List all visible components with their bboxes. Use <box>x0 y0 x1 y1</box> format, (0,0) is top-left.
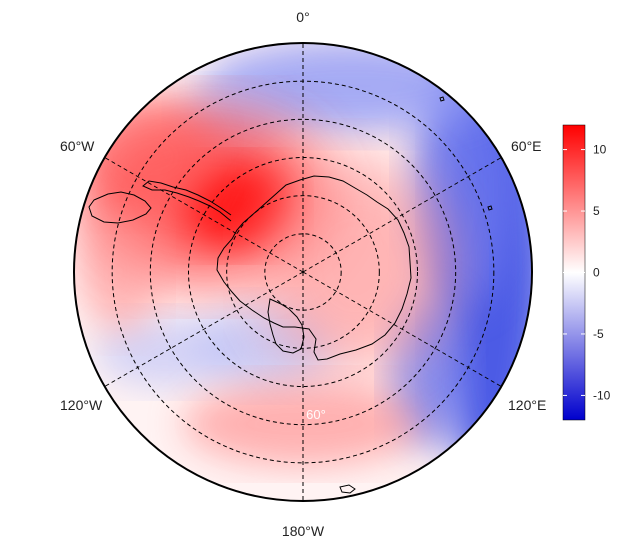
antarctica-coast <box>216 175 412 361</box>
colorbar-label-1: 5 <box>593 204 600 218</box>
map-outline <box>73 42 533 502</box>
meridian-line-4 <box>104 271 304 387</box>
west-antarctic-max <box>182 164 292 248</box>
colorbar-label-2: 0 <box>593 266 600 280</box>
meridian-line-2 <box>302 271 502 387</box>
colorbar-label-0: 10 <box>593 143 607 157</box>
graticule <box>104 43 502 501</box>
anomaly-field <box>74 43 532 501</box>
small-island-2 <box>439 96 445 102</box>
west-edge-warm <box>80 212 160 332</box>
meridian-line-1 <box>302 157 502 273</box>
warm-anomalies <box>80 102 451 466</box>
peninsula-warm <box>83 102 217 212</box>
small-island-3 <box>487 205 493 211</box>
parallel-line-3 <box>149 118 457 426</box>
amundsen-cool <box>95 317 235 387</box>
meridian-line-5 <box>104 157 304 273</box>
coastlines <box>88 96 493 494</box>
parallel-line-1 <box>226 195 380 349</box>
colorbar-label-3: -5 <box>593 327 604 341</box>
colorbar-label-4: -10 <box>593 388 611 402</box>
colorbar: 10 5 0 -5 -10 <box>562 124 611 421</box>
ross-ice-shelf <box>267 298 305 354</box>
longitude-label-upper-right: 60°E <box>511 138 542 154</box>
south-america-tip <box>88 191 152 224</box>
latitude-label: 60° <box>306 407 326 422</box>
colorbar-ticks: 10 5 0 -5 -10 <box>563 143 611 402</box>
antarctic-peninsula <box>142 180 232 222</box>
longitude-label-upper-left: 60°W <box>60 138 95 154</box>
longitude-label-bottom: 180°W <box>282 523 325 539</box>
antarctic-plateau-warm <box>261 160 451 370</box>
meridians-group <box>104 43 502 501</box>
small-island-1 <box>339 484 356 494</box>
longitude-label-top: 0° <box>296 9 309 25</box>
pacific-warm-band <box>183 382 423 466</box>
longitude-label-lower-left: 120°W <box>60 397 103 413</box>
longitude-label-lower-right: 120°E <box>508 397 546 413</box>
